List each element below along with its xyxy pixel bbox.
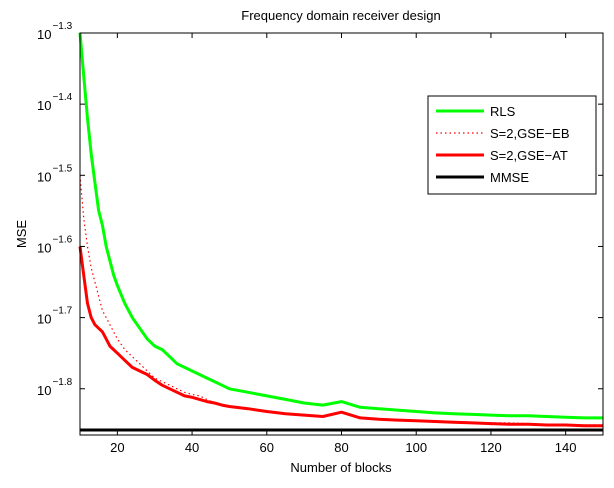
y-tick-label: 10−1.4 xyxy=(37,92,73,113)
y-tick-exponent: −1.3 xyxy=(52,21,72,32)
y-tick-label: 10−1.8 xyxy=(37,377,73,398)
legend-label-1: RLS xyxy=(490,104,516,119)
series-line-2 xyxy=(79,175,603,426)
y-tick-label: 10−1.5 xyxy=(37,163,73,184)
y-axis-ticks: 10−1.3 10−1.4 10−1.5 10−1.6 10−1.7 10−1.8 xyxy=(37,21,603,398)
legend: RLS S=2,GSE−EB S=2,GSE−AT MMSE xyxy=(427,95,597,195)
y-tick-label: 10−1.3 xyxy=(37,21,73,42)
legend-entries: RLS S=2,GSE−EB S=2,GSE−AT MMSE xyxy=(436,104,570,185)
x-tick-label: 20 xyxy=(110,440,124,455)
plot-lines xyxy=(78,32,603,432)
y-tick-exponent: −1.4 xyxy=(52,92,72,103)
x-tick-label: 40 xyxy=(185,440,199,455)
x-tick-label: 80 xyxy=(334,440,348,455)
series-line-1 xyxy=(78,32,603,420)
y-tick-exponent: −1.6 xyxy=(52,234,72,245)
plot-frame xyxy=(79,32,604,436)
legend-label-4: MMSE xyxy=(490,170,529,185)
x-axis-label: Number of blocks xyxy=(290,460,392,475)
y-tick-exponent: −1.5 xyxy=(52,163,72,174)
x-tick-label: 120 xyxy=(480,440,502,455)
legend-label-2: S=2,GSE−EB xyxy=(490,126,570,141)
x-axis-ticks: 20 40 60 80 100 120 140 xyxy=(110,33,576,455)
y-axis-label: MSE xyxy=(14,220,29,249)
series-line-3 xyxy=(78,246,603,428)
y-tick-exponent: −1.7 xyxy=(52,306,72,317)
x-tick-label: 100 xyxy=(405,440,427,455)
y-tick-label: 10−1.6 xyxy=(37,234,73,255)
legend-label-3: S=2,GSE−AT xyxy=(490,148,568,163)
x-tick-label: 60 xyxy=(260,440,274,455)
x-tick-label: 140 xyxy=(555,440,577,455)
y-tick-exponent: −1.8 xyxy=(52,377,72,388)
y-tick-label: 10−1.7 xyxy=(37,306,73,327)
chart-title: Frequency domain receiver design xyxy=(241,8,440,23)
